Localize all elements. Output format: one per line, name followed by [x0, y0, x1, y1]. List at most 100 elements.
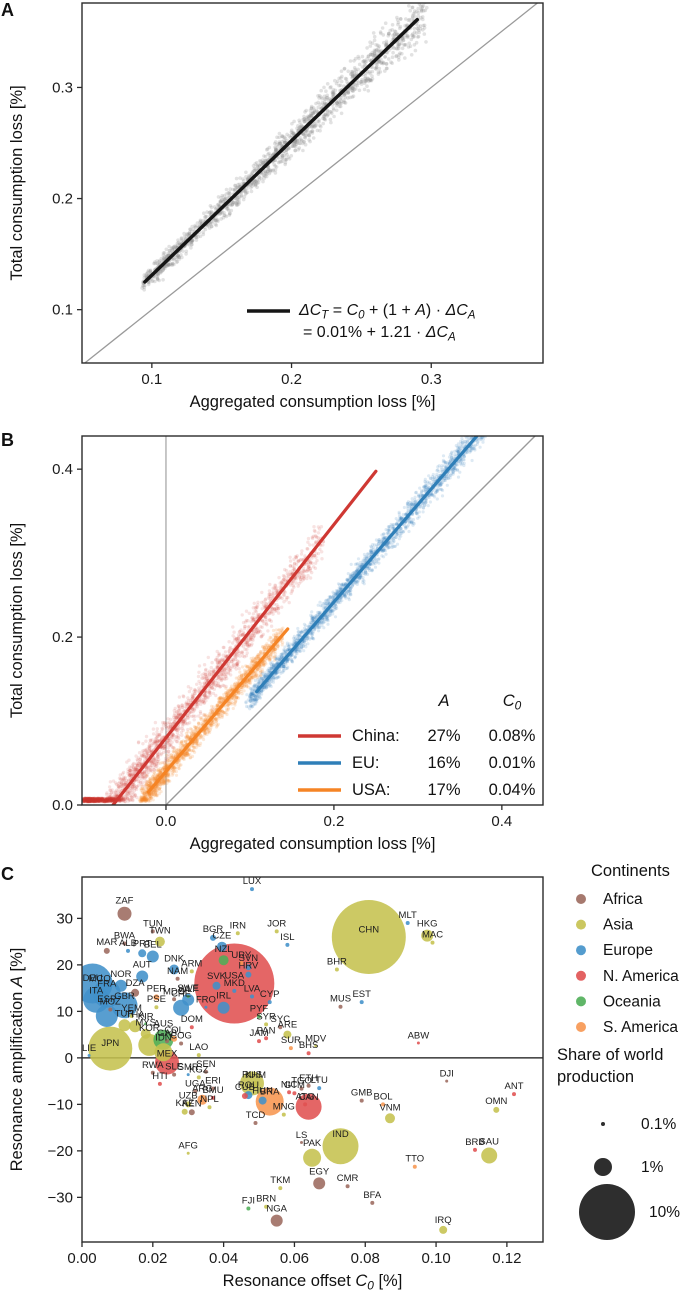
y-tick-label: −20: [48, 1143, 73, 1160]
y-tick-label: 0: [65, 1050, 73, 1067]
country-label-MAC: MAC: [422, 930, 443, 941]
plot-frame-b: [81, 435, 544, 806]
x-tick-label: 0.4: [491, 813, 512, 830]
country-label-IRQ: IRQ: [435, 1215, 452, 1226]
x-axis-b: 0.0 0.2 0.4: [156, 805, 512, 830]
panel-a: 0.1 0.2 0.3 0.1 0.2 0.3 Aggregated consumption…: [8, 2, 544, 411]
bubble-CYP: [267, 1000, 272, 1005]
panel-b-label: B: [1, 430, 14, 450]
country-label-KHM: KHM: [245, 1070, 266, 1081]
bubble-CAN: [295, 1093, 322, 1120]
bubble-GAB: [165, 1039, 169, 1044]
bubble-BEL: [146, 950, 159, 963]
bubble-TWN: [154, 936, 165, 947]
country-label-AUS: AUS: [154, 1019, 174, 1030]
country-label-HKG: HKG: [417, 919, 438, 930]
bubble-UGA: [193, 1089, 198, 1094]
bubble-CMR: [345, 1184, 350, 1189]
country-label-ABW: ABW: [408, 1031, 430, 1042]
fit-china: [111, 469, 378, 805]
country-label-ERI: ERI: [205, 1076, 221, 1087]
share-legend-title-2: production: [557, 1068, 634, 1086]
bubble-FRO: [204, 1005, 208, 1009]
bubble-ABW: [416, 1041, 420, 1045]
country-label-THA: THA: [126, 1009, 146, 1020]
country-label-IDN: IDN: [155, 1032, 172, 1043]
country-label-MEX: MEX: [157, 1049, 178, 1060]
size-label-10%: 10%: [649, 1204, 680, 1221]
country-label-COG: COG: [170, 1031, 192, 1042]
fit-line: [143, 17, 420, 284]
y-tick-label: 10: [56, 1003, 73, 1020]
country-bubbles: [82, 887, 516, 1234]
country-label-PER: PER: [147, 983, 167, 994]
legend-name-1: EU:: [352, 754, 380, 772]
bubble-BMU: [211, 1095, 215, 1100]
continent-label-Europe: Europe: [603, 942, 653, 959]
bubble-SEN: [203, 1069, 208, 1074]
panel-c-label: C: [1, 864, 14, 884]
country-label-IRN: IRN: [230, 920, 247, 931]
bubble-BHS: [306, 1051, 311, 1056]
bubble-KGZ: [196, 1075, 201, 1080]
x-axis-a: 0.1 0.2 0.3: [141, 363, 442, 388]
x-tick-label: 0.0: [156, 813, 177, 830]
bubble-TGO: [299, 1086, 304, 1091]
bubble-FJI: [246, 1206, 251, 1211]
y-tick-label: 0.0: [52, 797, 73, 814]
bubble-IRN: [235, 931, 240, 936]
bubble-SLE: [172, 1072, 177, 1077]
panel-b: 0.0 0.2 0.4 0.0 0.2 0.4 Aggregated consumption…: [8, 435, 544, 853]
country-label-ARE: ARE: [278, 1020, 298, 1031]
country-label-FJI: FJI: [242, 1196, 255, 1207]
country-label-ARG: ARG: [192, 1084, 213, 1095]
bubble-KIR: [144, 1022, 148, 1026]
continent-dot-S. America: [576, 1022, 586, 1032]
country-label-SYC: SYC: [271, 1014, 291, 1025]
country-label-ITA: ITA: [89, 985, 104, 996]
country-label-BRB: BRB: [465, 1137, 485, 1148]
x-axis-title-b: Aggregated consumption loss [%]: [190, 835, 436, 853]
country-label-YEM: YEM: [121, 1003, 142, 1014]
bubble-ALB: [126, 948, 130, 953]
country-label-IRL: IRL: [216, 991, 231, 1002]
bubble-USA: [194, 943, 275, 1024]
bubble-HRV: [245, 971, 252, 978]
bubble-BGR: [210, 934, 216, 941]
bubble-NIC: [287, 1090, 292, 1095]
legend-c0-value-2: 0.04%: [489, 781, 536, 799]
country-label-MCO: MCO: [89, 974, 111, 985]
continent-dot-Europe: [576, 945, 586, 956]
legend-a-value-1: 16%: [427, 754, 460, 772]
country-label-LTU: LTU: [311, 1075, 328, 1086]
x-axis-c: 0.00 0.02 0.04 0.06 0.08 0.10 0.12: [67, 1242, 521, 1267]
country-label-CHE: CHE: [171, 989, 191, 1000]
x-tick-label: 0.1: [141, 371, 162, 388]
bubble-SVN: [245, 964, 252, 971]
bubble-LUX: [250, 887, 254, 892]
bubble-BRB: [473, 1147, 477, 1152]
bubble-TKM: [278, 1186, 283, 1191]
country-label-SYR: SYR: [256, 1011, 276, 1022]
country-label-KOR: KOR: [139, 1023, 160, 1034]
bubble-WLF: [186, 995, 190, 998]
country-label-DNK: DNK: [164, 954, 185, 965]
bubble-ESP: [95, 1005, 118, 1027]
country-label-DOM: DOM: [181, 1014, 203, 1025]
x-axis-title-a: Aggregated consumption loss [%]: [190, 393, 436, 411]
plot-frame-a: [81, 2, 544, 364]
country-label-GMB: GMB: [351, 1088, 373, 1099]
country-label-URY: URY: [231, 950, 252, 961]
bubble-COL: [171, 1035, 178, 1042]
legend-c0-value-0: 0.08%: [489, 727, 536, 745]
country-label-SLE: SLE: [165, 1062, 183, 1073]
y-axis-title-a: Total consumption loss [%]: [8, 85, 26, 280]
bubble-SUR: [288, 1046, 293, 1051]
country-label-AUT: AUT: [133, 960, 152, 971]
bubble-TTO: [412, 1164, 417, 1169]
bubble-DNK: [169, 964, 180, 975]
bubble-THA: [129, 1020, 142, 1033]
bubble-SMR: [186, 1073, 190, 1077]
x-axis-title-c: Resonance offset C0 [%]: [223, 1272, 403, 1293]
bubble-BFA: [370, 1200, 375, 1205]
